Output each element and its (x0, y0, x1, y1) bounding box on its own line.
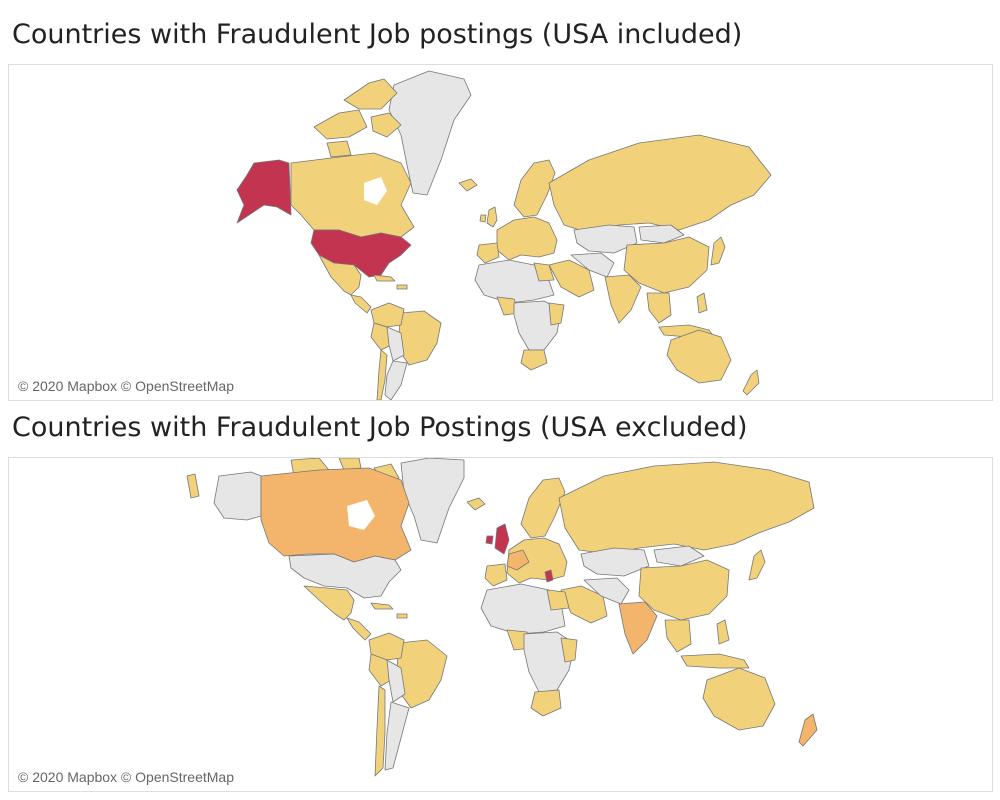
map-usa-included[interactable]: © 2020 Mapbox © OpenStreetMap (8, 64, 993, 401)
mexico[interactable] (303, 585, 355, 621)
germany-france[interactable] (506, 549, 530, 571)
map-title-usa-excluded: Countries with Fraudulent Job Postings (… (12, 412, 748, 443)
greenland[interactable] (400, 458, 465, 544)
canada-arctic-islands[interactable] (313, 78, 402, 158)
china[interactable] (638, 559, 730, 621)
iberia[interactable] (476, 242, 500, 264)
argentina[interactable] (384, 360, 408, 400)
egypt[interactable] (533, 262, 555, 282)
middle-east[interactable] (560, 585, 608, 624)
bolivia-paraguay[interactable] (386, 326, 405, 362)
russia[interactable] (548, 134, 772, 234)
japan[interactable] (748, 549, 766, 581)
usa[interactable] (288, 553, 402, 599)
brazil[interactable] (396, 639, 448, 709)
india[interactable] (604, 274, 642, 324)
mexico[interactable] (318, 254, 362, 296)
peru[interactable] (370, 322, 392, 351)
hudson-bay (347, 500, 375, 530)
chile[interactable] (374, 685, 386, 777)
iceland[interactable] (466, 497, 486, 511)
alaska[interactable] (236, 159, 292, 224)
map-title-usa-included: Countries with Fraudulent Job postings (… (12, 19, 743, 50)
russia[interactable] (558, 461, 815, 555)
kenya-east-africa[interactable] (548, 302, 565, 326)
kazakhstan[interactable] (580, 547, 650, 577)
greece[interactable] (544, 569, 554, 583)
map-attribution: © 2020 Mapbox © OpenStreetMap (16, 769, 236, 785)
map-usa-excluded[interactable]: © 2020 Mapbox © OpenStreetMap (8, 457, 993, 792)
canada[interactable] (260, 467, 412, 563)
bolivia-paraguay[interactable] (386, 659, 406, 703)
usa[interactable] (310, 229, 412, 278)
world-map-svg[interactable] (9, 65, 992, 400)
egypt[interactable] (546, 589, 570, 611)
canada[interactable] (290, 152, 415, 238)
central-america[interactable] (350, 294, 372, 314)
uk[interactable] (485, 523, 510, 555)
scandinavia[interactable] (513, 159, 556, 218)
iran-afghanistan[interactable] (583, 577, 630, 605)
map-attribution: © 2020 Mapbox © OpenStreetMap (16, 378, 236, 394)
iran-afghanistan[interactable] (570, 252, 615, 278)
new-zealand[interactable] (798, 713, 818, 747)
kazakhstan[interactable] (573, 224, 638, 254)
australia[interactable] (702, 667, 776, 731)
caribbean[interactable] (370, 602, 408, 619)
japan[interactable] (710, 236, 726, 266)
mongolia[interactable] (653, 545, 705, 567)
uk[interactable] (479, 206, 498, 228)
new-zealand[interactable] (742, 369, 760, 396)
north-africa[interactable] (474, 259, 555, 304)
peru[interactable] (368, 653, 392, 687)
southeast-asia[interactable] (646, 292, 672, 324)
chile[interactable] (376, 349, 388, 400)
australia[interactable] (666, 329, 732, 384)
caribbean[interactable] (373, 274, 408, 290)
south-africa[interactable] (530, 689, 562, 717)
china[interactable] (623, 236, 710, 294)
world-map-svg[interactable] (9, 458, 992, 791)
india[interactable] (618, 601, 658, 655)
south-africa[interactable] (520, 349, 548, 371)
iceland[interactable] (458, 178, 478, 192)
iberia[interactable] (484, 563, 508, 587)
scandinavia[interactable] (520, 477, 566, 539)
alaska[interactable] (213, 471, 262, 521)
middle-east[interactable] (548, 259, 595, 298)
indonesia-philippines[interactable] (680, 619, 750, 669)
mongolia[interactable] (638, 224, 685, 244)
brazil[interactable] (398, 310, 442, 366)
hudson-bay (364, 177, 387, 205)
central-america[interactable] (346, 617, 372, 641)
argentina[interactable] (384, 701, 410, 771)
greenland[interactable] (388, 70, 472, 196)
kenya-east-africa[interactable] (560, 637, 578, 663)
europe[interactable] (496, 216, 558, 261)
europe[interactable] (506, 537, 568, 584)
north-africa[interactable] (480, 583, 566, 635)
aleutian-islands[interactable] (186, 473, 200, 499)
southeast-asia[interactable] (664, 619, 692, 653)
